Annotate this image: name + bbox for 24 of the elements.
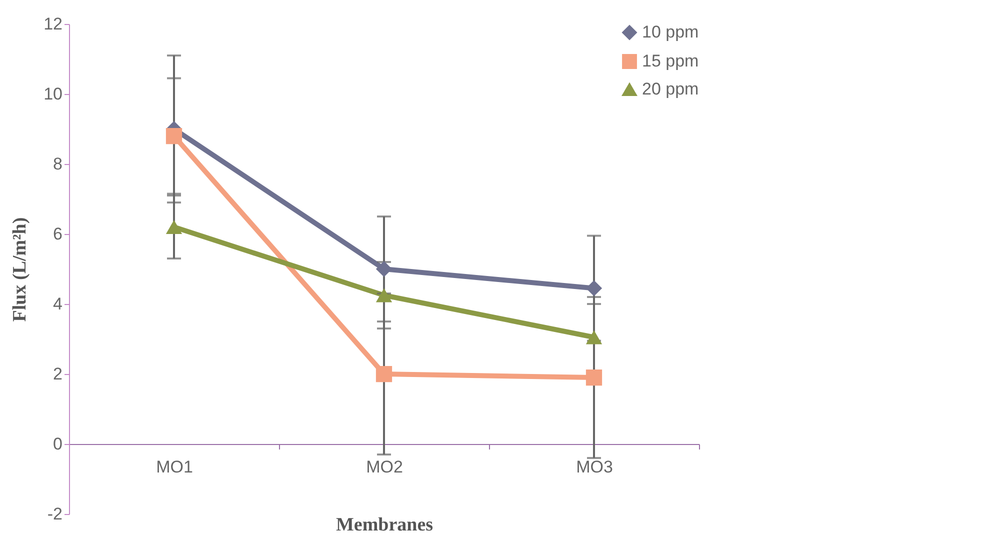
x-axis-title: Membranes [336,514,434,536]
point [166,128,182,144]
y-tick-label: 6 [53,224,62,244]
legend-label: 20 ppm [642,80,699,98]
point [586,369,602,386]
y-tick-label: 4 [53,294,62,314]
x-tick-label: MO1 [156,458,193,476]
y-tick-label: 12 [44,14,62,34]
y-tick-label: 0 [53,434,62,454]
point [376,366,392,382]
point [376,260,392,278]
point [166,220,182,234]
y-tick-label: 2 [53,364,62,384]
y-tick-label: 10 [44,84,62,104]
point [376,288,392,302]
x-tick-label: MO2 [366,458,403,476]
legend-label: 15 ppm [642,52,699,70]
y-tick-label: -2 [47,504,62,524]
y-tick-label: 8 [53,154,62,174]
y-axis-title: Flux (L/m²h) [10,217,31,322]
point [586,330,602,344]
point [586,280,602,296]
x-tick-label: MO3 [576,458,613,476]
legend-label: 10 ppm [642,22,699,42]
